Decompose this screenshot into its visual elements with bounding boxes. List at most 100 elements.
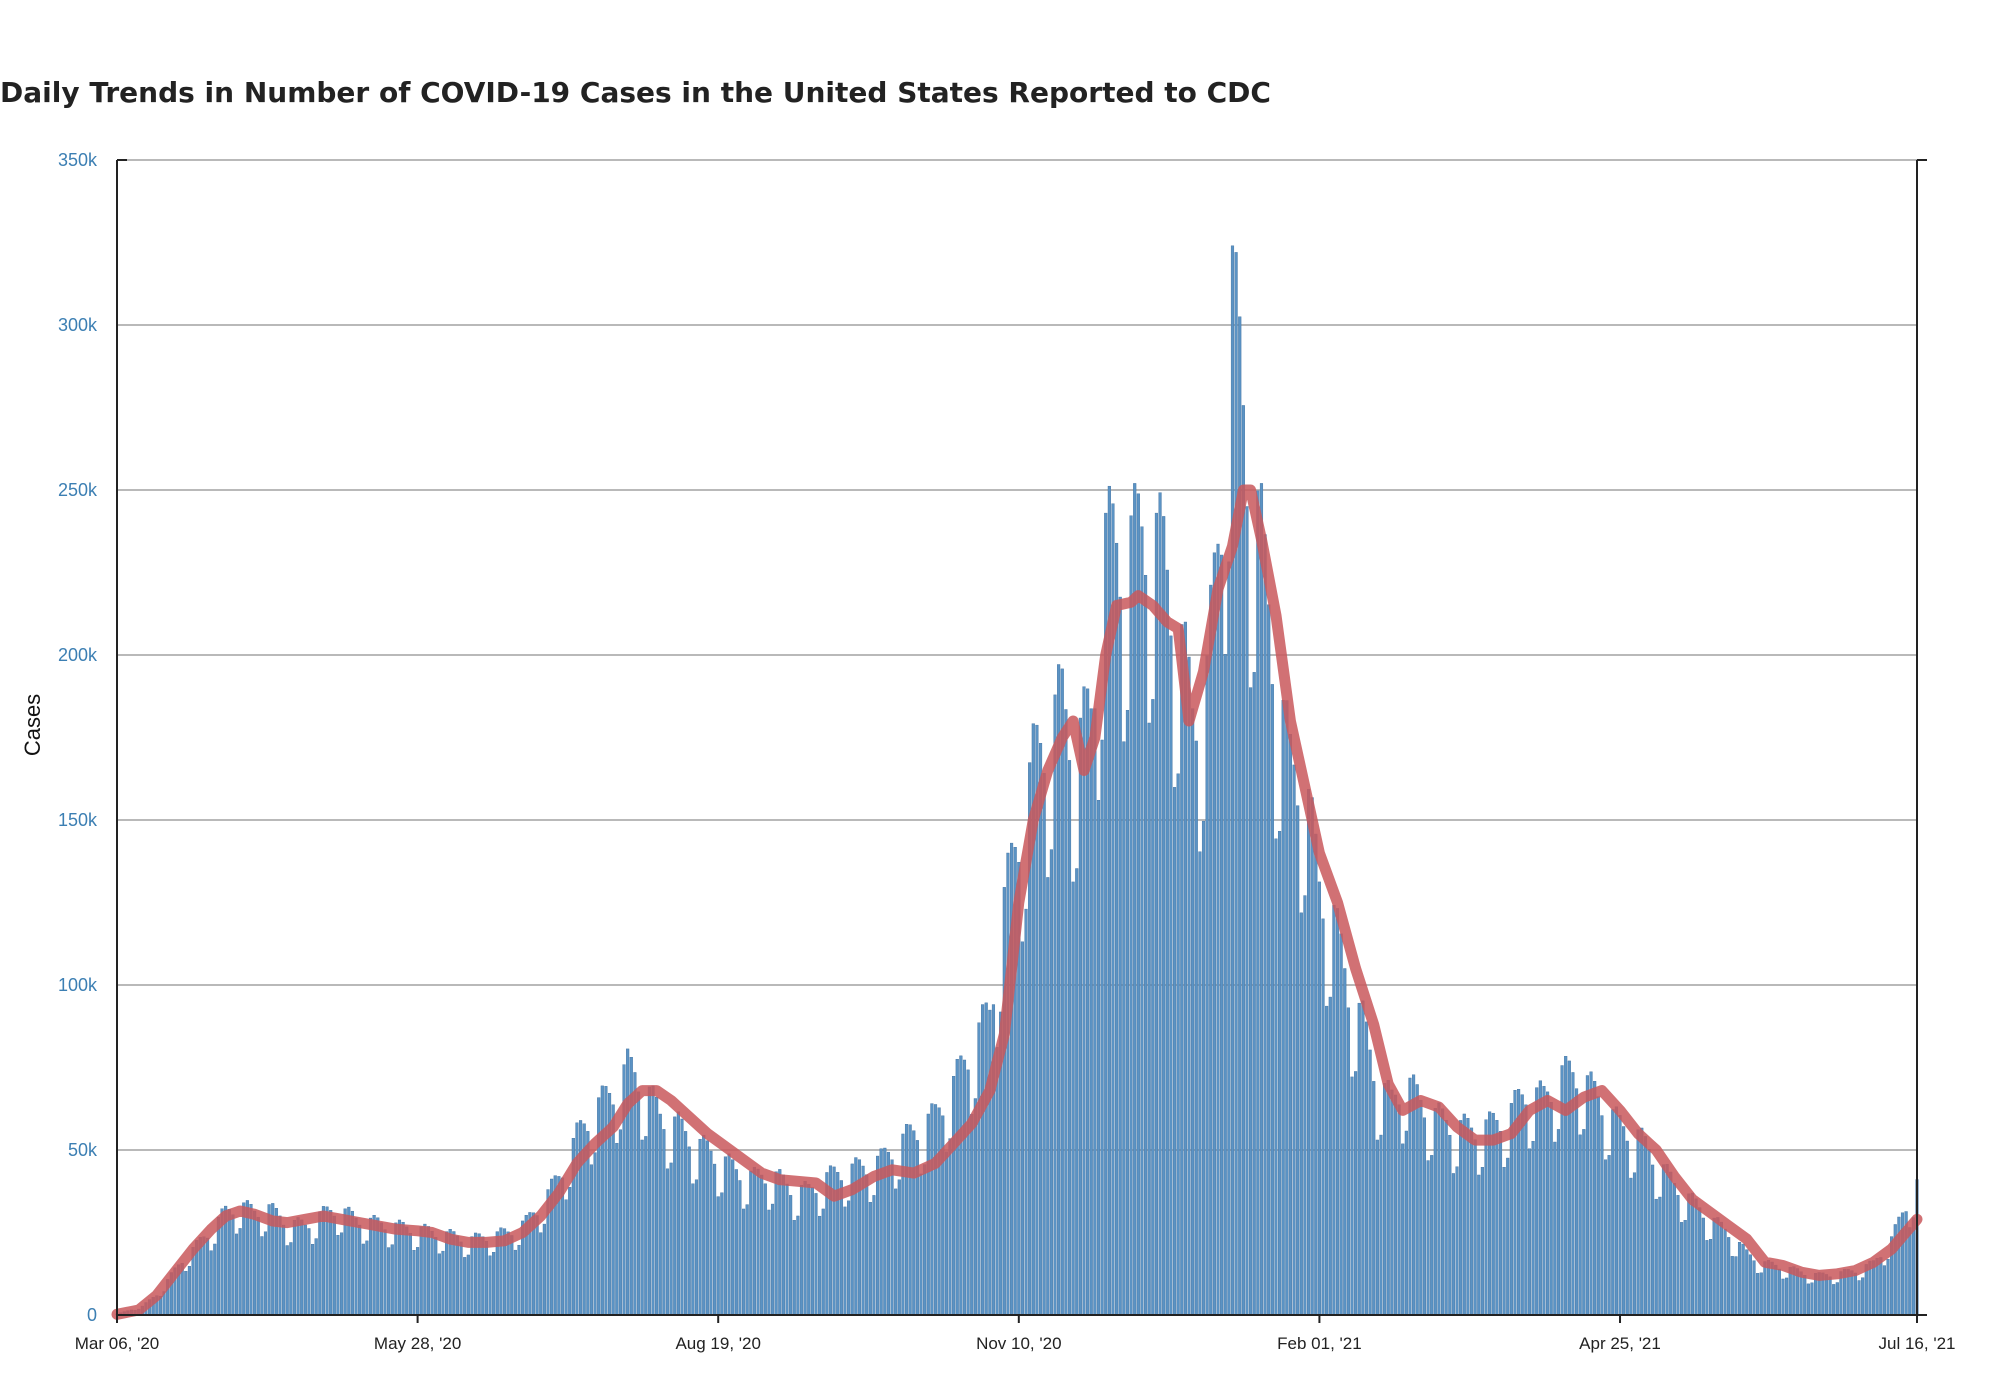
daily-case-bar (789, 1195, 793, 1316)
daily-case-bar (1603, 1159, 1608, 1316)
daily-case-bar (1390, 1089, 1394, 1316)
daily-case-bar (1734, 1256, 1738, 1316)
daily-case-bar (1241, 405, 1245, 1316)
daily-case-bar (698, 1138, 702, 1316)
daily-case-bar (1882, 1265, 1886, 1316)
daily-case-bar (941, 1115, 945, 1316)
daily-case-bar (1314, 833, 1318, 1316)
daily-case-bar (818, 1215, 822, 1316)
daily-case-bar (1299, 912, 1303, 1316)
daily-case-bar (1538, 1080, 1542, 1316)
daily-case-bar (517, 1244, 521, 1316)
daily-case-bar (1752, 1260, 1756, 1316)
daily-case-bar (336, 1235, 340, 1316)
daily-case-bar (260, 1236, 264, 1316)
y-tick-label: 0 (87, 1305, 97, 1325)
daily-case-bar (1567, 1060, 1571, 1316)
daily-case-bar (1723, 1228, 1727, 1316)
daily-case-bar (329, 1210, 333, 1316)
daily-case-bar (1230, 245, 1235, 1316)
daily-case-bar (1455, 1166, 1459, 1316)
daily-case-bar (1089, 708, 1093, 1316)
seven-day-average-line-group (111, 484, 1923, 1320)
daily-case-bar (1672, 1183, 1676, 1316)
daily-case-bar (669, 1162, 673, 1316)
seven-day-average-line (111, 484, 1923, 1320)
daily-case-bar (1506, 1157, 1510, 1316)
daily-case-bar (1205, 655, 1209, 1316)
daily-case-bar (1310, 797, 1314, 1316)
daily-case-bar (959, 1055, 963, 1316)
x-tick-label: Mar 06, '20 (75, 1334, 160, 1353)
x-tick-label: Apr 25, '21 (1579, 1334, 1661, 1353)
daily-case-bar (296, 1217, 300, 1316)
daily-case-bar (1285, 700, 1289, 1316)
daily-case-bar (1223, 654, 1227, 1316)
daily-case-bar (1607, 1155, 1611, 1316)
daily-case-bar (1574, 1088, 1579, 1316)
daily-case-bar (416, 1247, 420, 1316)
daily-case-bar (238, 1228, 242, 1316)
daily-case-bar (1335, 908, 1340, 1316)
daily-case-bar (1448, 1134, 1452, 1316)
daily-case-bar (647, 1086, 651, 1316)
y-tick-label: 200k (58, 645, 98, 665)
daily-case-bar (1770, 1261, 1774, 1316)
daily-case-bar (510, 1235, 514, 1316)
daily-case-bar (1556, 1129, 1561, 1316)
daily-case-bar (1466, 1118, 1470, 1316)
daily-case-bar (810, 1187, 814, 1316)
daily-case-bar (242, 1202, 246, 1316)
daily-case-bar (1745, 1249, 1749, 1316)
daily-case-bar (1879, 1257, 1883, 1316)
daily-case-bar (1701, 1217, 1705, 1316)
daily-case-bar (923, 1164, 927, 1316)
daily-case-bar (205, 1237, 210, 1316)
y-tick-label: 100k (58, 975, 98, 995)
daily-case-bar (1278, 831, 1282, 1316)
daily-case-bar (1024, 908, 1028, 1316)
daily-case-bar (1426, 1160, 1430, 1316)
daily-case-bar (774, 1171, 778, 1316)
daily-case-bar (694, 1179, 699, 1316)
daily-case-bar (1372, 1081, 1376, 1316)
daily-case-bar (702, 1134, 706, 1316)
daily-case-bar (390, 1244, 394, 1316)
daily-case-bar (981, 1004, 985, 1316)
daily-case-bar (1694, 1198, 1698, 1316)
daily-case-bar (745, 1204, 749, 1316)
daily-case-bar (1712, 1217, 1716, 1316)
daily-case-bar (376, 1217, 380, 1316)
daily-case-bar (767, 1209, 771, 1316)
daily-case-bar (1368, 1049, 1372, 1316)
daily-case-bar (1386, 1080, 1390, 1316)
daily-case-bar (423, 1223, 427, 1316)
daily-case-bar (1737, 1242, 1742, 1316)
daily-case-bar (1683, 1220, 1687, 1316)
daily-case-bar (1582, 1129, 1586, 1316)
daily-case-bar (600, 1085, 604, 1316)
daily-case-bar (339, 1232, 344, 1316)
daily-case-bar (1187, 656, 1191, 1316)
daily-case-bar (1060, 668, 1064, 1316)
daily-case-bar (966, 1069, 970, 1316)
daily-case-bar (539, 1232, 543, 1316)
daily-case-bar (1172, 787, 1177, 1316)
daily-case-bar (1698, 1207, 1702, 1316)
daily-case-bar (459, 1241, 463, 1316)
daily-case-bar (752, 1166, 756, 1316)
daily-case-bar (1781, 1278, 1785, 1316)
daily-case-bar (1716, 1217, 1720, 1316)
daily-case-bar (466, 1254, 470, 1316)
daily-case-bar (962, 1059, 967, 1316)
daily-case-bar (1632, 1172, 1637, 1316)
daily-case-bar (321, 1206, 325, 1316)
daily-case-bar (419, 1226, 423, 1316)
daily-case-bar (379, 1222, 383, 1316)
daily-case-bar (1038, 743, 1043, 1316)
daily-case-bar (405, 1226, 409, 1316)
y-tick-label: 350k (58, 150, 98, 170)
daily-case-bar (839, 1180, 843, 1316)
daily-case-bar (633, 1072, 637, 1316)
